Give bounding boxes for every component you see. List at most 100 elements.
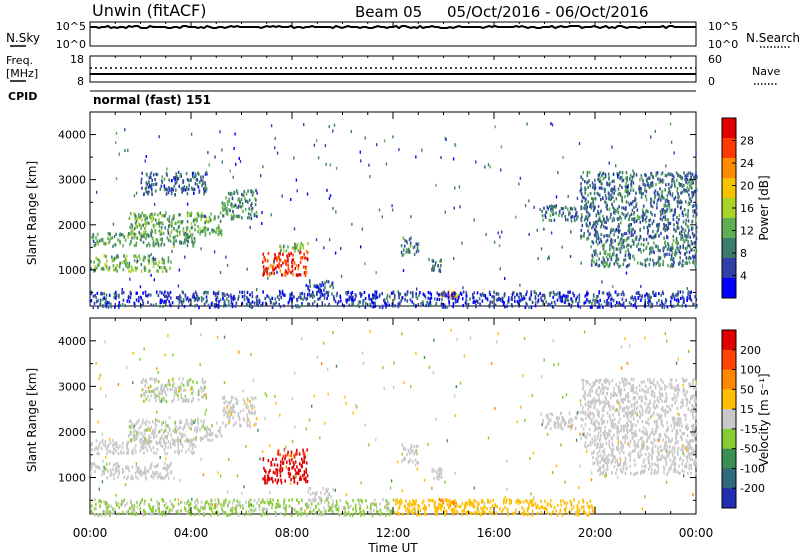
power-echo-point [535,301,537,304]
power-echo-point [166,270,168,273]
power-sparse-echo [166,168,167,171]
power-echo-point [688,232,690,235]
power-echo-point [645,220,647,223]
velocity-echo-point [170,446,172,449]
velocity-echo-point [599,386,601,389]
power-echo-point [686,234,688,237]
power-echo-point [559,295,561,298]
velocity-echo-point [563,419,565,422]
velocity-echo-point [105,440,107,443]
power-sparse-echo [322,303,323,306]
power-echo-point [173,188,175,191]
power-echo-point [317,298,319,301]
velocity-echo-point [143,472,145,475]
power-echo-point [159,225,161,228]
power-echo-point [658,299,660,302]
power-echo-point [675,293,677,296]
power-echo-point [211,302,213,305]
velocity-echo-point [692,429,694,432]
power-echo-point [587,200,589,203]
power-echo-point [587,171,589,174]
power-echo-point [664,215,666,218]
power-echo-point [398,292,400,295]
power-echo-point [446,306,448,309]
power-echo-point [167,229,169,232]
power-sparse-echo [365,137,366,140]
power-echo-point [596,263,598,266]
velocity-echo-point [572,419,574,422]
power-echo-point [153,217,155,220]
velocity-echo-point [436,471,438,474]
power-echo-point [436,298,438,301]
power-sparse-echo [474,218,475,221]
power-echo-point [641,176,643,179]
power-echo-point [618,243,620,246]
power-echo-region-1 [91,232,195,248]
power-echo-point [168,220,170,223]
velocity-echo-point [164,399,166,402]
power-echo-point [587,174,589,177]
power-echo-point [142,292,144,295]
power-echo-point [284,272,286,275]
power-echo-point [365,306,367,309]
velocity-echo-point [149,377,151,380]
power-echo-point [615,290,617,293]
power-sparse-echo [376,143,377,146]
velocity-echo-point [555,426,557,429]
velocity-echo-point [289,462,291,465]
velocity-echo-point [307,480,309,483]
power-echo-point [141,181,143,184]
power-echo-point [273,304,275,307]
power-echo-point [599,177,601,180]
power-echo-point [143,241,145,244]
power-echo-point [620,176,622,179]
velocity-echo-point [592,384,594,387]
power-echo-point [635,299,637,302]
velocity-echo-point [284,457,286,460]
power-sparse-echo [596,259,597,262]
power-echo-point [593,185,595,188]
power-echo-point [292,273,294,276]
power-echo-point [604,221,606,224]
power-echo-point [168,224,170,227]
power-echo-point [680,207,682,210]
power-echo-point [211,229,213,232]
power-echo-point [622,234,624,237]
velocity-echo-point [180,439,182,442]
velocity-echo-point [146,398,148,401]
power-sparse-echo [462,286,463,289]
power-echo-point [593,205,595,208]
power-sparse-echo [541,247,542,250]
velocity-echo-point [305,468,307,471]
velocity-echo-point [173,382,175,385]
power-echo-point [218,215,220,218]
power-echo-point [215,298,217,301]
power-echo-point [625,177,627,180]
power-echo-point [655,292,657,295]
velocity-echo-point [151,377,153,380]
velocity-echo-point [139,427,141,430]
power-echo-point [670,172,672,175]
power-sparse-echo [685,213,686,216]
velocity-echo-point [164,462,166,465]
power-echo-point [94,302,96,305]
power-echo-point [676,216,678,219]
power-echo-point [480,293,482,296]
power-echo-point [692,210,694,213]
power-echo-point [646,198,648,201]
power-echo-point [100,301,102,304]
power-echo-point [535,297,537,300]
velocity-echo-point [328,492,330,495]
velocity-echo-point [599,439,601,442]
velocity-echo-point [665,444,667,447]
velocity-echo-point [558,417,560,420]
velocity-echo-point [403,446,405,449]
velocity-echo-point [619,381,621,384]
power-echo-point [204,221,206,224]
power-echo-point [679,256,681,259]
power-echo-point [349,296,351,299]
power-echo-point [252,295,254,298]
power-echo-point [162,261,164,264]
velocity-echo-point [612,379,614,382]
velocity-echo-point [299,452,301,455]
